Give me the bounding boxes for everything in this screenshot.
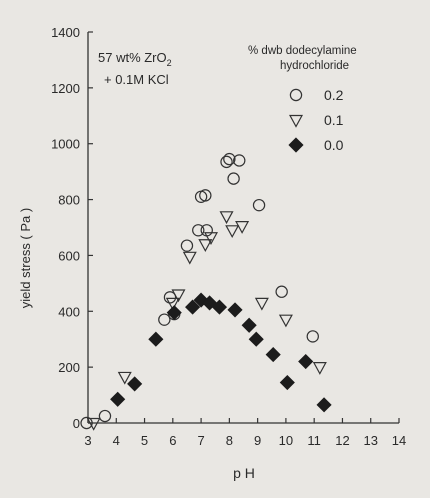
annotation-line1-subscript: 2 [167,58,172,68]
y-axis-label: yield stress ( Pa ) [18,208,33,308]
data-point-open-triangle-down [86,417,101,431]
data-point-open-triangle-down [254,297,269,311]
y-tick-label: 1200 [51,81,80,96]
legend-title-line1: % dwb dodecylamine [248,45,357,57]
legend-label: 0.1 [324,112,344,128]
data-point-filled-diamond [185,299,201,315]
legend-label: 0.0 [324,137,344,153]
x-tick-label: 13 [363,433,377,448]
data-point-open-circle [227,172,240,185]
annotation-line1-text: 57 wt% ZrO [98,50,167,65]
data-point-open-circle [275,285,288,298]
ticks: 3 4 5 6 7 8 9 10 11 12 13 14 0 200 400 600 800 1000 1200 14… [51,25,406,448]
data-point-open-circle [98,409,112,423]
data-point-filled-diamond [241,317,257,333]
data-point-open-circle [252,198,266,212]
data-point-filled-diamond [265,347,281,363]
data-point-open-triangle-down [225,225,240,239]
x-tick-label: 9 [254,433,261,448]
data-point-open-circle [199,189,212,202]
data-point-filled-diamond [316,397,332,413]
data-point-filled-diamond [127,376,143,392]
data-point-filled-diamond [148,331,164,347]
y-tick-label: 400 [58,304,80,319]
x-tick-label: 3 [84,433,91,448]
data-point-open-triangle-down [312,362,327,375]
data-point-open-triangle-down [117,371,132,385]
x-tick-label: 7 [197,433,204,448]
y-tick-label: 0 [73,416,80,431]
data-point-filled-diamond [298,353,314,370]
data-point-open-triangle-down [235,221,250,234]
data-point-open-triangle-down [203,232,218,246]
x-tick-label: 14 [392,433,406,448]
x-tick-label: 12 [335,433,349,448]
data-point-open-circle [223,152,236,166]
data-point-open-triangle-down [165,297,180,311]
data-point-open-triangle-down [278,314,293,328]
data-point-open-circle [192,224,205,237]
annotation-line1: 57 wt% ZrO2 [98,50,172,68]
legend-marker-open-circle [289,88,303,102]
data-point-open-triangle-down [171,289,186,303]
x-axis-label: p H [233,465,255,481]
x-tick-label: 10 [279,433,293,448]
data-point-open-circle [180,239,194,252]
data-point-filled-diamond [110,391,126,407]
legend-items: 0.2 0.1 0.0 [288,87,344,153]
x-tick-label: 5 [141,433,148,448]
data-point-open-circle [80,416,93,430]
data-point-open-triangle-down [198,239,213,253]
x-tick-label: 11 [307,433,321,448]
legend-marker-open-triangle-down [288,114,304,128]
x-tick-label: 8 [226,433,233,448]
data-point-open-circle [158,313,171,326]
data-point-open-triangle-down [182,251,197,265]
x-tick-label: 6 [169,433,176,448]
data-point-open-circle [200,224,213,237]
y-tick-label: 200 [58,360,80,375]
data-points [80,152,332,431]
y-tick-label: 600 [58,248,80,263]
x-tick-label: 4 [113,433,120,448]
data-point-open-triangle-down [219,211,234,225]
data-point-filled-diamond [166,305,182,321]
data-point-open-circle [233,154,246,167]
y-tick-label: 1000 [51,137,80,152]
data-point-open-circle [220,155,233,169]
annotation-line2: + 0.1M KCl [104,72,169,87]
y-tick-label: 1400 [51,25,80,40]
legend-label: 0.2 [324,87,344,103]
data-point-filled-diamond [211,299,228,315]
data-point-filled-diamond [248,331,264,347]
data-point-filled-diamond [227,302,243,318]
data-point-open-circle [306,330,319,343]
data-point-filled-diamond [279,374,295,391]
annotation: 57 wt% ZrO2 + 0.1M KCl [98,50,172,87]
y-tick-label: 800 [58,193,80,208]
legend-marker-filled-diamond [288,137,304,153]
legend-title-line2: hydrochloride [280,60,349,72]
data-point-open-circle [163,291,177,304]
axes [87,32,399,424]
legend: % dwb dodecylamine hydrochloride 0.20.10… [248,45,357,153]
